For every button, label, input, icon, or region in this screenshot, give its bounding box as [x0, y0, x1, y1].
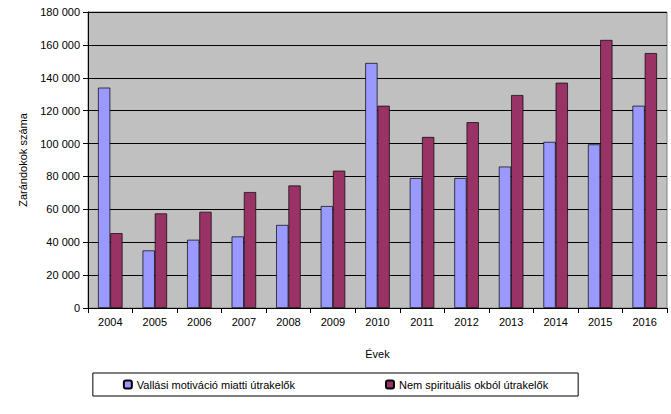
svg-text:2006: 2006	[187, 316, 211, 328]
svg-text:140 000: 140 000	[40, 72, 80, 84]
svg-text:Vallási motiváció miatti útrak: Vallási motiváció miatti útrakelők	[137, 379, 296, 391]
svg-text:Évek: Évek	[365, 348, 390, 360]
svg-text:2015: 2015	[588, 316, 612, 328]
svg-text:2010: 2010	[365, 316, 389, 328]
svg-text:180 000: 180 000	[40, 6, 80, 18]
svg-text:40 000: 40 000	[46, 236, 80, 248]
svg-text:2009: 2009	[321, 316, 345, 328]
svg-text:2012: 2012	[454, 316, 478, 328]
svg-text:2013: 2013	[499, 316, 523, 328]
svg-text:2005: 2005	[143, 316, 167, 328]
svg-text:120 000: 120 000	[40, 105, 80, 117]
svg-text:100 000: 100 000	[40, 138, 80, 150]
svg-text:Nem spirituális okból útrakelő: Nem spirituális okból útrakelők	[399, 379, 549, 391]
svg-text:2016: 2016	[632, 316, 656, 328]
svg-text:2011: 2011	[410, 316, 434, 328]
svg-text:2004: 2004	[98, 316, 122, 328]
svg-text:2007: 2007	[232, 316, 256, 328]
svg-text:2014: 2014	[543, 316, 567, 328]
svg-text:2008: 2008	[276, 316, 300, 328]
svg-text:Zarándokok száma: Zarándokok száma	[17, 112, 29, 206]
svg-text:60 000: 60 000	[46, 203, 80, 215]
svg-text:20 000: 20 000	[46, 269, 80, 281]
svg-text:0: 0	[74, 302, 80, 314]
svg-text:160 000: 160 000	[40, 39, 80, 51]
svg-text:80 000: 80 000	[46, 170, 80, 182]
